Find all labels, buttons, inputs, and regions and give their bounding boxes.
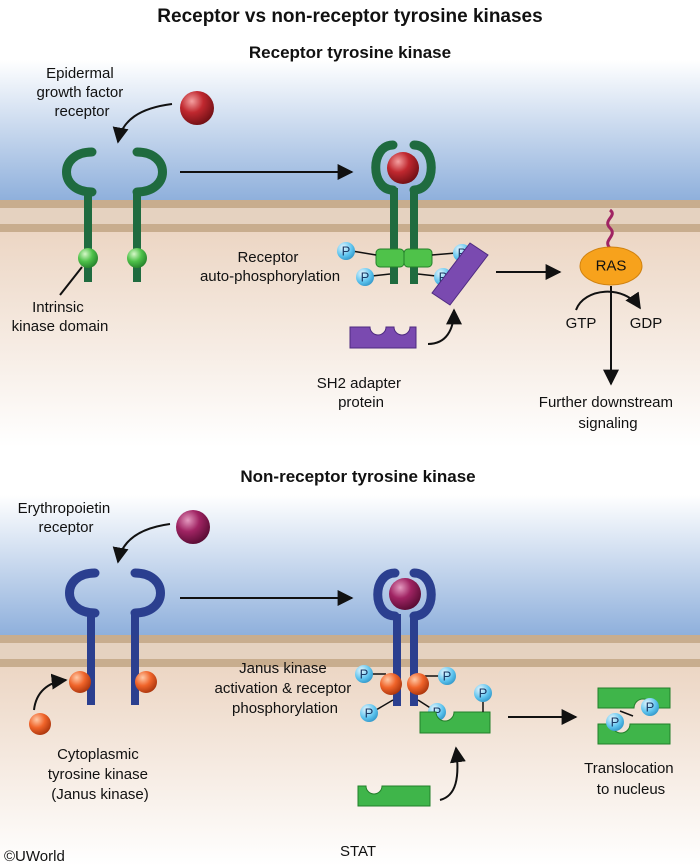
adapter-recruitment-arrow: [427, 308, 462, 345]
svg-text:P: P: [611, 715, 620, 730]
bound-stat-protein: [419, 711, 491, 734]
kinase-domain-pointer: [59, 266, 83, 296]
bound-egf-ligand: [387, 152, 419, 184]
ligand-binding-arrow: [112, 103, 173, 144]
epo-receptor-monomer-right: [130, 568, 165, 705]
cytoplasmic-janus-kinase: [29, 713, 51, 735]
phosphate-group: P: [355, 665, 373, 683]
svg-text:P: P: [361, 270, 370, 285]
kinase-domain-label: Intrinsic kinase domain: [12, 299, 109, 335]
epo-receptor-dimer: [372, 568, 440, 711]
kinase-domain-left: [375, 248, 405, 268]
janus-kinase-right: [135, 671, 157, 693]
phosphate-group: P: [337, 242, 355, 260]
egfr-label: Epidermal growth factor receptor: [37, 65, 128, 120]
sh2-adapter-label: SH2 adapter protein: [317, 375, 405, 411]
top-heading: Receptor tyrosine kinase: [249, 43, 451, 62]
svg-text:P: P: [365, 706, 374, 721]
phosphate-group: P: [438, 667, 456, 685]
egfr-monomer-left: [62, 147, 98, 282]
intrinsic-kinase-domain-right: [127, 248, 147, 268]
svg-text:P: P: [360, 667, 369, 682]
bottom-heading: Non-receptor tyrosine kinase: [240, 467, 475, 486]
stat-label: STAT: [340, 843, 376, 860]
egfr-dimer: [351, 140, 457, 284]
stat-recruitment-arrow: [439, 746, 466, 801]
translocation-label: Translocation to nucleus: [584, 760, 678, 798]
gtp-gdp-exchange-arrow: [575, 290, 641, 311]
phosphate-group: P: [360, 704, 378, 722]
copyright-text: ©UWorld: [4, 848, 65, 865]
erythropoietin-ligand: [176, 510, 210, 544]
kinase-domain-right: [403, 248, 433, 268]
svg-text:P: P: [439, 270, 448, 285]
svg-text:P: P: [646, 700, 655, 715]
top-panel-background: [0, 60, 700, 447]
jak-activation-label: Janus kinase activation & receptor phosp…: [215, 660, 356, 717]
page-title: Receptor vs non-receptor tyrosine kinase…: [157, 6, 542, 27]
gtp-label: GTP: [566, 315, 597, 332]
phosphate-group: P: [474, 684, 492, 702]
ras-protein: [579, 246, 643, 286]
egf-ligand: [180, 91, 214, 125]
lipid-anchor: [606, 208, 614, 250]
epo-receptor-label: Erythropoietin receptor: [18, 500, 115, 536]
egfr-monomer-right: [127, 147, 167, 282]
epo-binding-arrow: [112, 523, 171, 564]
phosphate-group: P: [606, 713, 624, 731]
activated-janus-kinase-left: [380, 673, 402, 695]
downstream-label: Further downstream signaling: [539, 394, 677, 432]
bound-sh2-adapter-protein: [431, 242, 489, 306]
kinase-association-arrow: [33, 673, 68, 711]
svg-text:P: P: [443, 669, 452, 684]
cytoplasmic-kinase-label: Cytoplasmic tyrosine kinase (Janus kinas…: [48, 746, 152, 803]
svg-text:P: P: [479, 686, 488, 701]
ras-label: RAS: [596, 258, 627, 275]
activated-janus-kinase-right: [407, 673, 429, 695]
phosphate-group: P: [356, 268, 374, 286]
intrinsic-kinase-domain-left: [78, 248, 98, 268]
sh2-adapter-protein: [349, 326, 417, 349]
stat-protein: [357, 785, 431, 807]
autophosphorylation-label: Receptor auto-phosphorylation: [200, 249, 340, 285]
epo-receptor-monomer-left: [65, 568, 100, 705]
svg-text:P: P: [433, 705, 442, 720]
janus-kinase-left: [69, 671, 91, 693]
phosphate-group: P: [641, 698, 659, 716]
bottom-panel-background: [0, 495, 700, 866]
svg-text:P: P: [342, 244, 351, 259]
gdp-label: GDP: [630, 315, 663, 332]
bound-erythropoietin: [389, 578, 421, 610]
